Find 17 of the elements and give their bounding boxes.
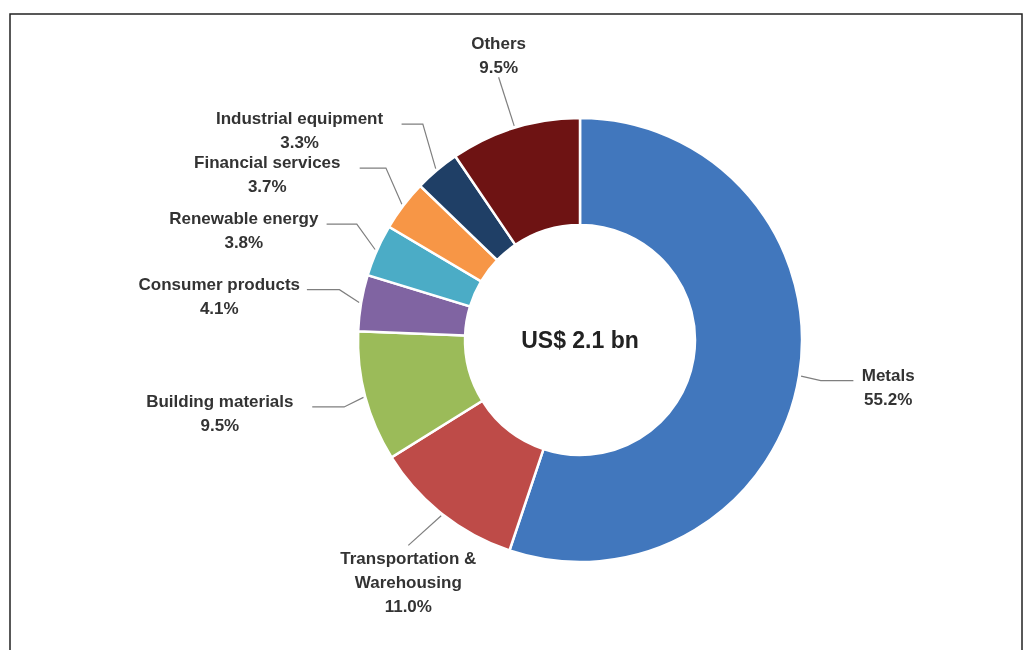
slice-label: Building materials [146,391,294,411]
slice-label: Metals [861,365,915,385]
data-label: 9.5% [200,415,240,435]
slice-label: Financial services [194,153,341,173]
data-label: 55.2% [864,389,913,409]
slice-label: Transportation & Warehousing [340,549,477,593]
slice-label: Others [471,34,527,54]
data-label: 11.0% [384,597,432,617]
slice-label: Industrial equipment [215,109,384,129]
slice-label: Renewable energy [169,209,319,229]
data-label: 4.1% [199,298,239,318]
data-label: 3.8% [224,233,264,253]
slice-label: Consumer products [138,274,301,294]
text: US$ 2.1 bn [521,327,639,353]
data-label: 3.7% [247,177,287,197]
data-label: 3.3% [280,133,319,153]
data-label: 9.5% [479,58,518,78]
